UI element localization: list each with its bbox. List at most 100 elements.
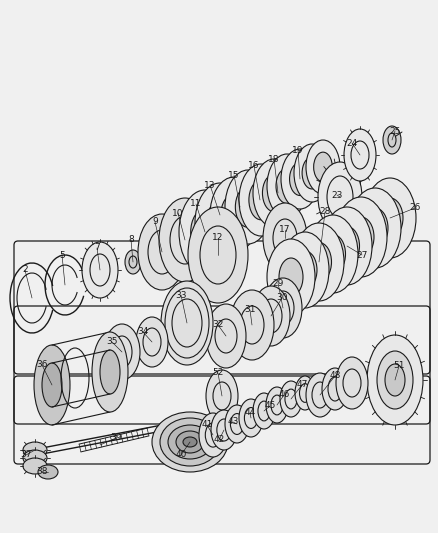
Ellipse shape [293, 223, 343, 301]
Ellipse shape [159, 198, 211, 282]
Text: 23: 23 [331, 190, 342, 199]
Text: 52: 52 [212, 368, 223, 377]
Ellipse shape [159, 418, 219, 466]
Ellipse shape [23, 442, 47, 458]
Text: 45: 45 [264, 401, 275, 410]
Text: 40: 40 [175, 450, 186, 459]
Ellipse shape [82, 242, 118, 298]
Text: 36: 36 [36, 360, 48, 369]
Ellipse shape [198, 413, 226, 457]
Ellipse shape [187, 207, 247, 303]
Ellipse shape [220, 194, 247, 236]
Ellipse shape [100, 350, 120, 394]
Ellipse shape [248, 180, 272, 220]
Ellipse shape [266, 239, 314, 315]
Text: 48: 48 [328, 372, 340, 381]
Text: 27: 27 [356, 251, 367, 260]
Ellipse shape [266, 154, 306, 218]
Ellipse shape [301, 157, 321, 189]
Text: 8: 8 [128, 236, 134, 245]
Ellipse shape [376, 198, 402, 238]
Ellipse shape [125, 250, 141, 274]
Text: 9: 9 [152, 217, 158, 227]
Text: 24: 24 [346, 139, 357, 148]
Ellipse shape [92, 332, 128, 412]
Text: 38: 38 [36, 467, 48, 477]
Ellipse shape [348, 188, 400, 268]
Text: 31: 31 [244, 305, 255, 314]
Text: 7: 7 [94, 244, 100, 253]
Ellipse shape [168, 425, 212, 459]
Ellipse shape [384, 364, 404, 396]
Ellipse shape [194, 183, 244, 263]
Ellipse shape [42, 363, 62, 407]
Text: 47: 47 [296, 381, 307, 390]
Ellipse shape [230, 290, 273, 360]
Ellipse shape [206, 201, 233, 245]
Text: 25: 25 [389, 126, 400, 135]
Ellipse shape [366, 335, 422, 425]
Ellipse shape [334, 227, 359, 265]
Ellipse shape [279, 258, 302, 296]
Ellipse shape [363, 178, 415, 258]
Ellipse shape [136, 317, 168, 367]
Text: 34: 34 [137, 327, 148, 336]
Text: 41: 41 [201, 421, 212, 430]
Ellipse shape [205, 304, 245, 368]
Ellipse shape [294, 376, 314, 410]
Ellipse shape [320, 235, 345, 273]
Ellipse shape [38, 465, 58, 479]
Ellipse shape [280, 232, 328, 308]
Ellipse shape [262, 203, 306, 273]
Text: 42: 42 [213, 435, 224, 445]
Text: 43: 43 [227, 417, 238, 426]
Ellipse shape [235, 187, 260, 228]
Ellipse shape [376, 351, 412, 409]
Text: 37: 37 [20, 450, 32, 459]
Text: 13: 13 [204, 181, 215, 190]
Ellipse shape [152, 412, 227, 472]
Text: 15: 15 [228, 171, 239, 180]
Ellipse shape [305, 373, 333, 417]
Ellipse shape [347, 217, 373, 257]
Text: 28: 28 [318, 207, 330, 216]
Ellipse shape [307, 215, 357, 293]
Ellipse shape [335, 357, 367, 409]
Text: 10: 10 [172, 208, 184, 217]
Ellipse shape [343, 129, 375, 181]
Text: 18: 18 [268, 155, 279, 164]
Text: 12: 12 [212, 233, 223, 243]
Ellipse shape [280, 149, 318, 209]
Ellipse shape [23, 458, 47, 474]
Ellipse shape [306, 243, 331, 281]
Ellipse shape [317, 162, 361, 232]
Ellipse shape [305, 140, 339, 194]
Ellipse shape [23, 450, 47, 466]
Ellipse shape [211, 410, 237, 450]
Text: 35: 35 [106, 337, 117, 346]
Text: 17: 17 [279, 225, 290, 235]
Text: 5: 5 [59, 251, 65, 260]
Ellipse shape [263, 278, 301, 338]
Text: 26: 26 [408, 204, 420, 213]
Ellipse shape [334, 197, 386, 277]
Ellipse shape [251, 286, 290, 346]
Text: 51: 51 [392, 361, 404, 370]
Ellipse shape [313, 152, 332, 182]
Ellipse shape [321, 368, 347, 410]
Ellipse shape [262, 174, 285, 212]
Ellipse shape [361, 208, 387, 248]
Ellipse shape [205, 370, 237, 422]
Ellipse shape [321, 207, 371, 285]
Ellipse shape [252, 159, 294, 227]
Ellipse shape [34, 345, 70, 425]
Ellipse shape [289, 163, 310, 196]
Text: 11: 11 [190, 199, 201, 208]
Ellipse shape [238, 164, 283, 236]
Text: 30: 30 [276, 294, 287, 303]
Ellipse shape [382, 126, 400, 154]
Ellipse shape [209, 177, 258, 253]
Text: 46: 46 [278, 391, 289, 400]
Ellipse shape [225, 405, 248, 443]
Text: 33: 33 [175, 290, 186, 300]
